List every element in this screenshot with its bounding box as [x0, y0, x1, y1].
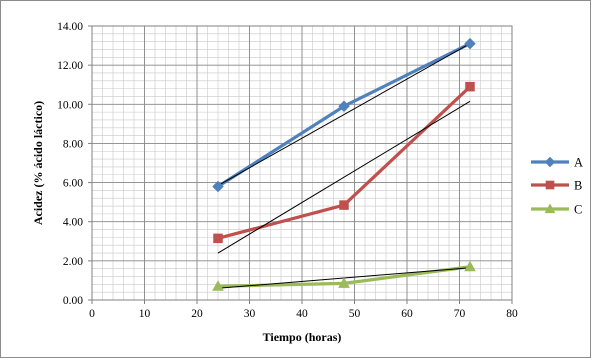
y-tick-label: 6.00 [63, 178, 83, 190]
x-tick-label: 20 [191, 308, 203, 320]
y-tick-label: 2.00 [63, 256, 83, 268]
legend-label-C: C [574, 203, 582, 217]
x-tick-label: 70 [454, 308, 466, 320]
x-tick-label: 0 [89, 308, 95, 320]
y-axis-ticks: 0.00 2.00 4.00 6.00 8.00 10.00 12.00 14.00 [57, 21, 92, 307]
y-tick-label: 0.00 [63, 295, 83, 307]
data-point-square [339, 200, 349, 210]
y-tick-label: 8.00 [63, 138, 83, 150]
y-tick-label: 12.00 [57, 60, 83, 72]
legend-label-A: A [574, 156, 583, 170]
data-point-diamond [212, 180, 224, 193]
x-tick-label: 10 [139, 308, 151, 320]
y-tick-label: 14.00 [57, 21, 83, 33]
x-axis-title: Tiempo (horas) [263, 330, 342, 344]
data-point-square [465, 81, 475, 92]
x-tick-label: 30 [244, 308, 256, 320]
x-tick-label: 40 [296, 308, 308, 320]
data-point-triangle [212, 280, 224, 291]
legend-label-B: B [574, 179, 582, 193]
data-point-square [545, 180, 555, 190]
x-tick-label: 60 [401, 308, 413, 320]
marker-layer [212, 37, 476, 291]
trendline-B [217, 100, 471, 254]
trendline-A [217, 43, 471, 186]
data-point-triangle [338, 277, 350, 288]
data-point-diamond [464, 37, 476, 50]
data-point-diamond [544, 156, 556, 168]
y-axis-title: Acidez (% ácido láctico) [31, 101, 45, 225]
x-tick-label: 80 [506, 308, 518, 320]
x-tick-label: 50 [349, 308, 361, 320]
data-point-diamond [338, 100, 350, 112]
data-point-square [213, 233, 223, 244]
y-tick-label: 10.00 [57, 99, 83, 111]
data-point-triangle [544, 203, 556, 214]
x-axis-ticks: 0 10 20 30 40 50 60 70 80 [89, 300, 518, 320]
legend: ABC [531, 156, 583, 217]
data-point-triangle [464, 260, 476, 272]
y-tick-label: 4.00 [63, 217, 83, 229]
